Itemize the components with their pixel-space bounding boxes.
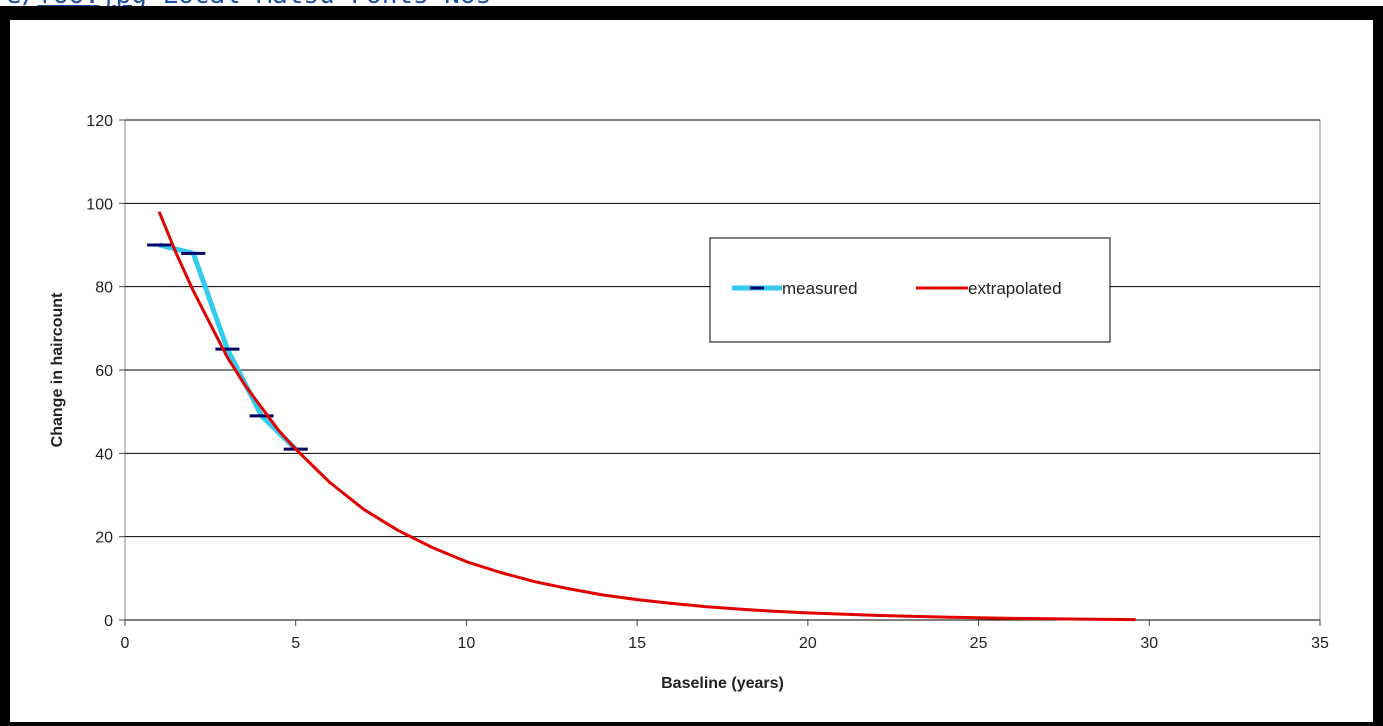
chart-frame: 0 20 40 60 80 100 120 0 5 10 15 20 25 30 35 Baseline (… — [0, 6, 1383, 726]
x-tick-label: 5 — [291, 635, 300, 652]
tick-labels: 0 20 40 60 80 100 120 0 5 10 15 20 25 30 35 — [86, 113, 1329, 652]
legend-extrapolated-label: extrapolated — [968, 279, 1062, 298]
y-tick-label: 120 — [86, 113, 113, 130]
y-tick-label: 0 — [104, 613, 113, 630]
header-suffix: Local Matsu Fonts Nos — [147, 0, 492, 10]
series-measured-line — [158, 242, 298, 451]
x-tick-label: 25 — [970, 635, 988, 652]
gridlines — [119, 119, 1321, 626]
x-tick-label: 30 — [1140, 635, 1158, 652]
chart-area: 0 20 40 60 80 100 120 0 5 10 15 20 25 30 35 Baseline (… — [10, 20, 1373, 722]
series-extrapolated-line — [157, 211, 1136, 622]
page-header-text: e/foo.jpg Local Matsu Fonts Nos — [6, 0, 491, 8]
y-tick-label: 60 — [95, 363, 113, 380]
x-tick-label: 10 — [458, 635, 476, 652]
series-lines — [147, 211, 1136, 622]
x-tick-label: 15 — [628, 635, 646, 652]
y-tick-label: 40 — [95, 446, 113, 463]
y-tick-label: 20 — [95, 530, 113, 547]
x-axis-title: Baseline (years) — [661, 675, 784, 692]
legend-measured-label: measured — [782, 279, 858, 298]
legend: measured extrapolated — [709, 237, 1111, 343]
chart-svg: 0 20 40 60 80 100 120 0 5 10 15 20 25 30 35 Baseline (… — [49, 113, 1329, 692]
image-link[interactable]: foo.jpg — [37, 0, 147, 10]
y-tick-label: 100 — [86, 196, 113, 213]
x-tick-label: 35 — [1311, 635, 1329, 652]
x-tick-label: 0 — [121, 635, 130, 652]
y-tick-label: 80 — [95, 280, 113, 297]
x-tick-label: 20 — [799, 635, 817, 652]
header-prefix: e/ — [6, 0, 37, 10]
y-axis-title: Change in haircount — [49, 292, 66, 447]
